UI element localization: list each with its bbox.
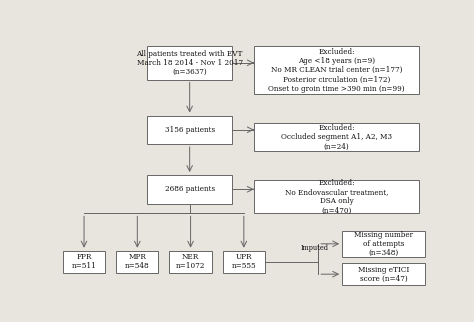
- FancyBboxPatch shape: [147, 116, 232, 144]
- Text: Missing number
of attempts
(n=348): Missing number of attempts (n=348): [354, 231, 413, 257]
- Text: NER
n=1072: NER n=1072: [176, 253, 205, 270]
- FancyBboxPatch shape: [254, 180, 419, 213]
- Text: Imputed: Imputed: [301, 244, 328, 252]
- FancyBboxPatch shape: [342, 231, 425, 257]
- FancyBboxPatch shape: [116, 251, 158, 273]
- FancyBboxPatch shape: [223, 251, 265, 273]
- Text: Excluded:
Age <18 years (n=9)
No MR CLEAN trial center (n=177)
Posterior circula: Excluded: Age <18 years (n=9) No MR CLEA…: [268, 48, 405, 93]
- FancyBboxPatch shape: [254, 123, 419, 151]
- FancyBboxPatch shape: [147, 175, 232, 204]
- FancyBboxPatch shape: [254, 46, 419, 94]
- Text: FPR
n=511: FPR n=511: [72, 253, 97, 270]
- Text: Excluded:
Occluded segment A1, A2, M3
(n=24): Excluded: Occluded segment A1, A2, M3 (n…: [281, 124, 392, 150]
- FancyBboxPatch shape: [342, 263, 425, 285]
- Text: All patients treated with EVT
March 18 2014 - Nov 1 2017
(n=3637): All patients treated with EVT March 18 2…: [137, 50, 243, 76]
- Text: 3156 patients: 3156 patients: [164, 126, 215, 134]
- Text: Missing eTICI
score (n=47): Missing eTICI score (n=47): [358, 266, 409, 283]
- Text: MPR
n=548: MPR n=548: [125, 253, 150, 270]
- FancyBboxPatch shape: [147, 46, 232, 80]
- FancyBboxPatch shape: [63, 251, 105, 273]
- Text: UPR
n=555: UPR n=555: [231, 253, 256, 270]
- Text: 2686 patients: 2686 patients: [164, 185, 215, 193]
- Text: Excluded:
No Endovascular treatment,
DSA only
(n=470): Excluded: No Endovascular treatment, DSA…: [285, 179, 388, 214]
- FancyBboxPatch shape: [169, 251, 212, 273]
